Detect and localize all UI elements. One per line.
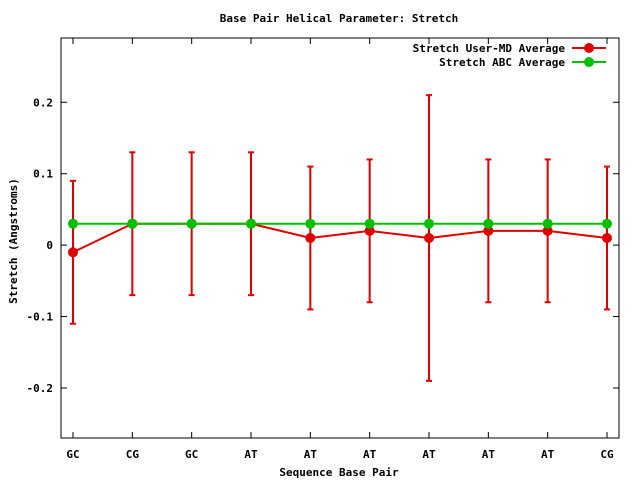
data-point — [542, 225, 553, 236]
y-axis: -0.2 -0.1 0 0.1 0.2 — [27, 96, 619, 395]
data-point — [602, 233, 612, 243]
series-2 — [68, 218, 612, 229]
data-point — [186, 218, 197, 229]
data-point — [68, 218, 78, 229]
y-tick-label: 0.1 — [33, 168, 53, 181]
y-tick-label: -0.1 — [27, 311, 54, 324]
x-tick-label: AT — [482, 448, 496, 461]
data-point — [542, 218, 553, 229]
data-point — [424, 233, 434, 243]
data-point — [127, 218, 138, 229]
x-axis: GC CG GC AT AT AT AT AT AT CG — [66, 38, 614, 461]
series-line — [72, 222, 608, 254]
x-tick-label: CG — [126, 448, 140, 461]
legend-marker — [584, 57, 594, 67]
x-tick-label: GC — [185, 448, 198, 461]
data-point — [483, 225, 494, 236]
x-tick-label: AT — [541, 448, 555, 461]
y-tick-label: 0 — [46, 239, 53, 252]
x-tick-label: AT — [304, 448, 318, 461]
series-layer — [68, 94, 612, 382]
x-tick-label: AT — [363, 448, 377, 461]
x-tick-label: CG — [600, 448, 614, 461]
data-point — [424, 218, 434, 229]
x-tick-label: AT — [422, 448, 436, 461]
data-point — [364, 225, 375, 236]
data-point — [305, 218, 316, 229]
plot-frame — [60, 37, 620, 439]
y-tick-label: -0.2 — [27, 382, 54, 395]
legend-marker — [584, 43, 594, 53]
legend-label: Stretch ABC Average — [439, 56, 565, 69]
x-tick-label: AT — [244, 448, 258, 461]
chart-title: Base Pair Helical Parameter: Stretch — [220, 12, 458, 25]
y-axis-label: Stretch (Angstroms) — [7, 178, 20, 304]
x-axis-label: Sequence Base Pair — [279, 466, 399, 479]
data-point — [364, 218, 375, 229]
data-point — [483, 218, 494, 229]
data-point — [246, 218, 256, 229]
y-tick-label: 0.2 — [33, 96, 53, 109]
data-point — [68, 247, 78, 258]
data-point — [305, 233, 316, 243]
legend-label: Stretch User-MD Average — [413, 42, 566, 55]
x-tick-label: GC — [66, 448, 79, 461]
series-1 — [68, 94, 612, 382]
data-point — [602, 218, 612, 229]
